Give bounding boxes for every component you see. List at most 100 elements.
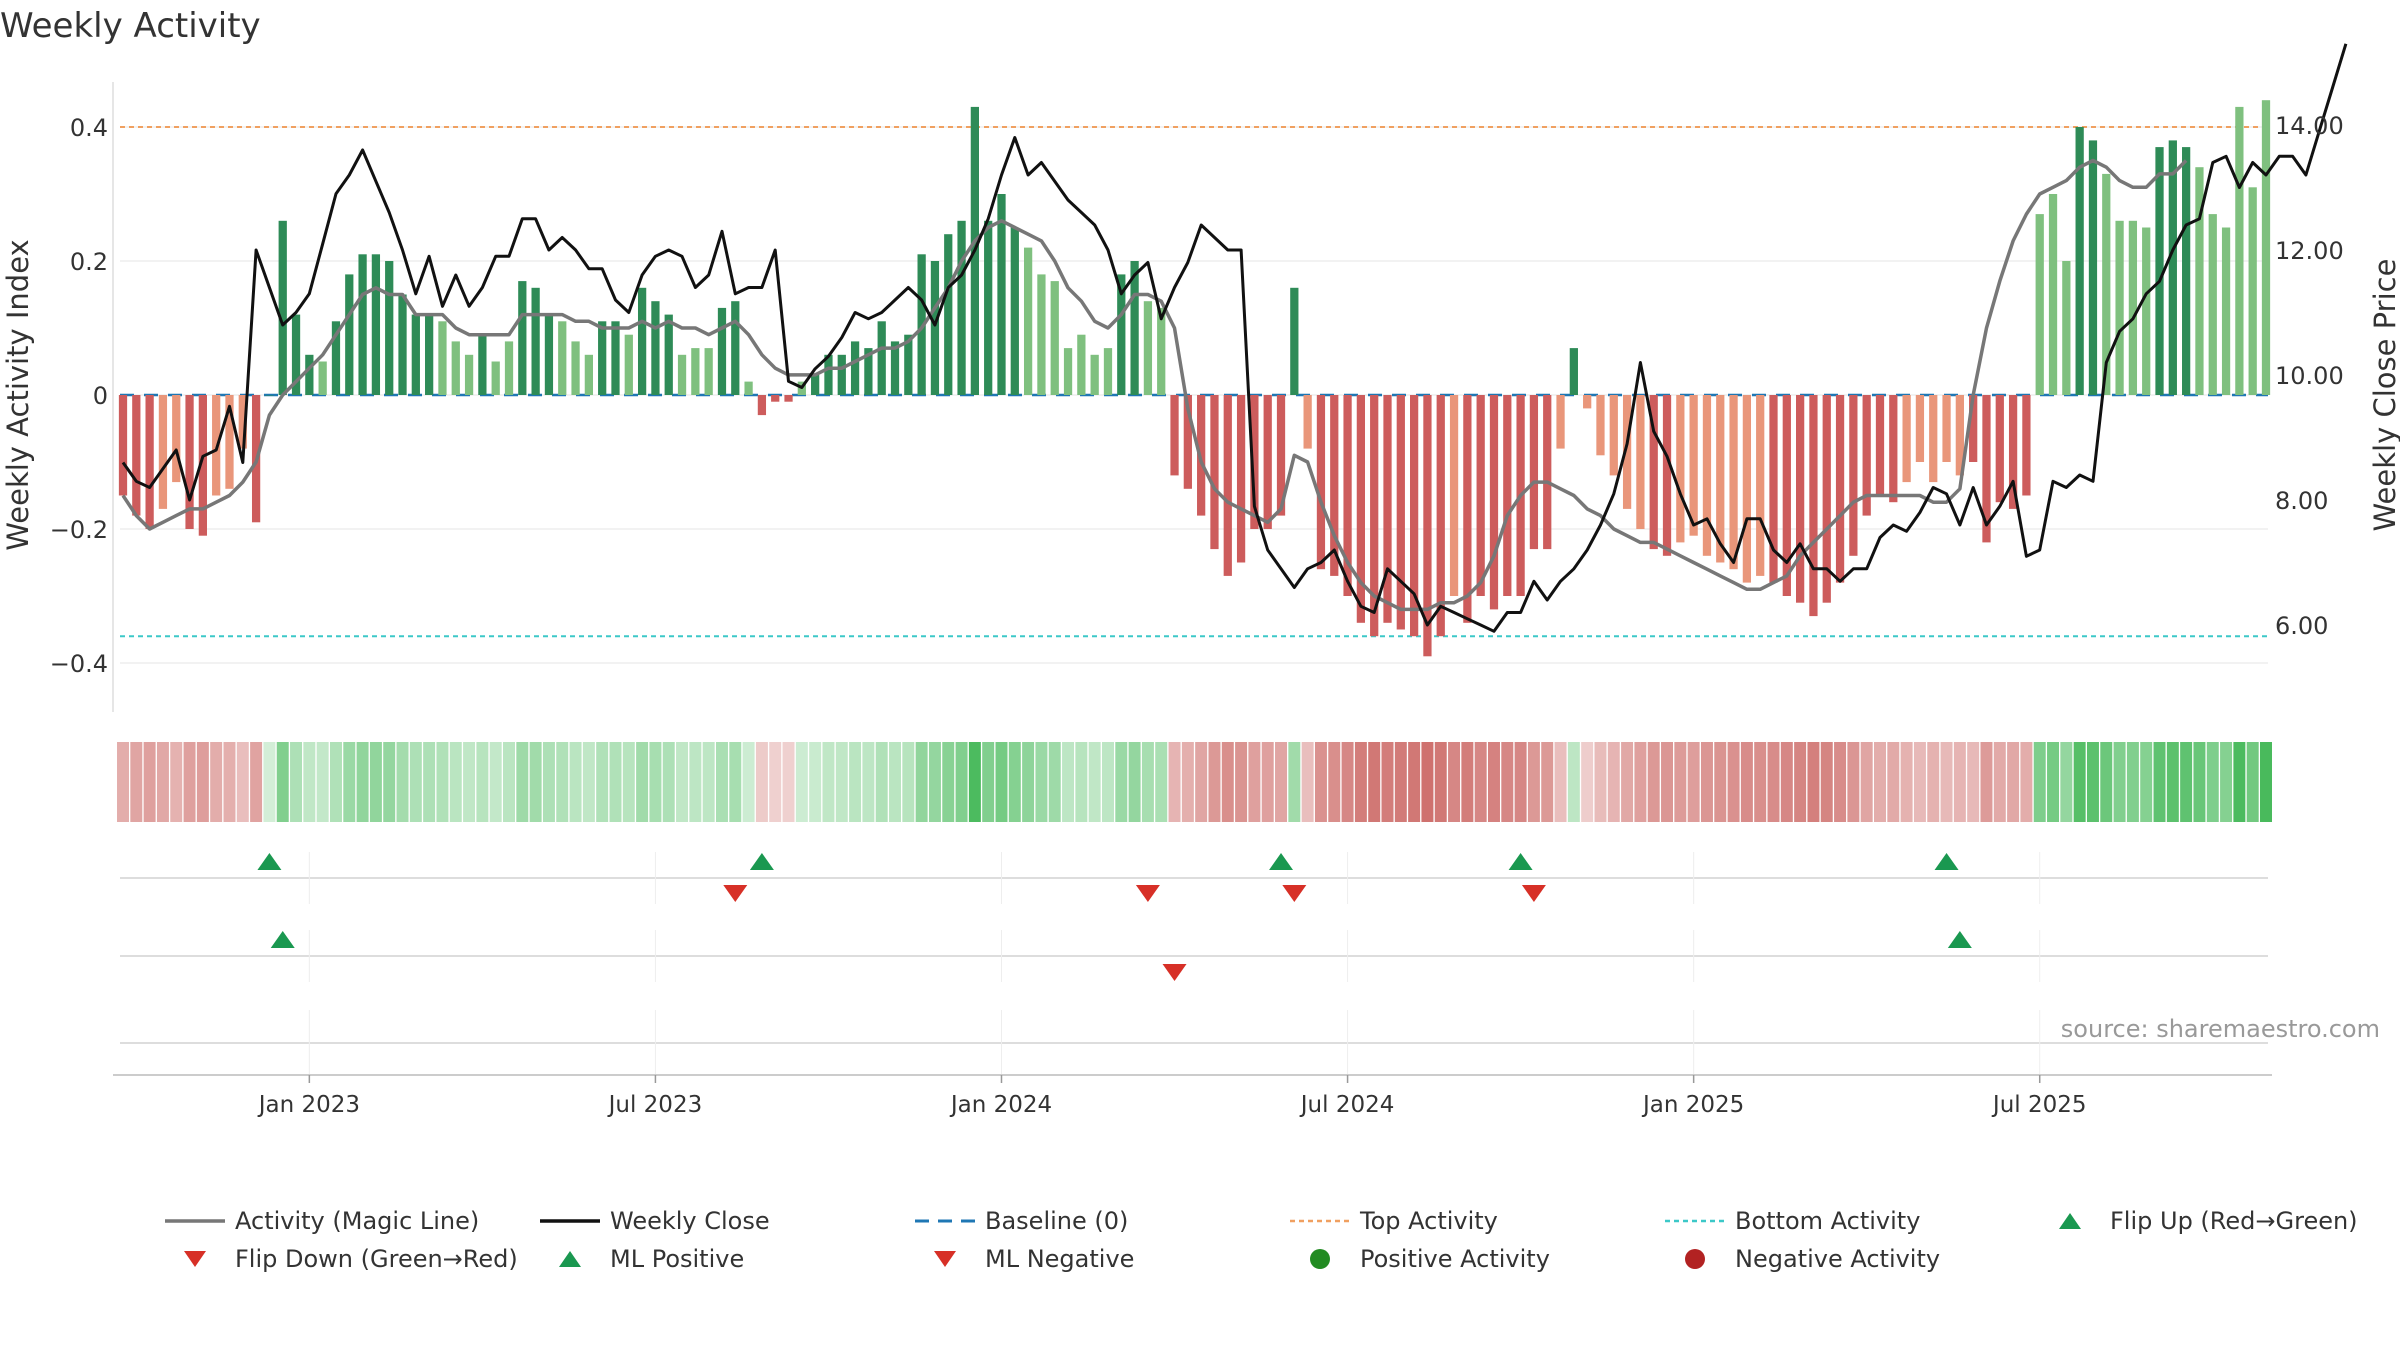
activity-bar (997, 194, 1006, 395)
activity-bar (2062, 261, 2071, 395)
flip-up-marker-icon (1934, 853, 1959, 870)
heat-cell (1621, 742, 1634, 822)
activity-bar (784, 395, 793, 402)
heat-cell (156, 742, 169, 822)
activity-bar (1183, 395, 1192, 489)
heat-cell (329, 742, 342, 822)
activity-bar (118, 395, 128, 496)
heat-cell (276, 742, 289, 822)
y-axis-label: Weekly Activity Index (1, 239, 35, 550)
activity-bar (1942, 395, 1951, 462)
heat-cell (1075, 742, 1088, 822)
activity-bar (1849, 395, 1858, 556)
activity-bar (1143, 301, 1153, 395)
activity-bar (531, 287, 540, 395)
heat-cell (769, 742, 782, 822)
activity-bar (358, 254, 367, 395)
activity-bar (1662, 395, 1672, 556)
ml-positive-marker-icon (270, 931, 295, 948)
activity-bar (238, 395, 247, 449)
activity-bar (2115, 220, 2124, 395)
heat-cell (130, 742, 143, 822)
activity-bar (1210, 395, 1219, 550)
activity-bar (2208, 214, 2217, 395)
x-tick-label: Jul 2025 (1991, 1092, 2087, 1118)
activity-bar (771, 395, 780, 402)
activity-bar (1463, 395, 1472, 623)
heat-cell (1780, 742, 1793, 822)
heat-cell (1993, 742, 2006, 822)
heat-cell (383, 742, 396, 822)
activity-bar (331, 321, 341, 395)
heat-cell (2100, 742, 2113, 822)
heat-cell (290, 742, 303, 822)
heat-cell (1408, 742, 1421, 822)
heat-cell (1767, 742, 1780, 822)
legend-label: Top Activity (1360, 1207, 1498, 1235)
legend-item-top-activity: Top Activity (1290, 1207, 1498, 1235)
activity-bar (744, 381, 753, 395)
legend-label: Baseline (0) (985, 1207, 1129, 1235)
heat-cell (2166, 742, 2179, 822)
top-activity-swatch-icon (1290, 1211, 1350, 1231)
heat-cell (1953, 742, 1966, 822)
heat-cell (755, 742, 768, 822)
heat-cell (982, 742, 995, 822)
legend-label: Flip Up (Red→Green) (2110, 1207, 2358, 1235)
heat-cell (1714, 742, 1727, 822)
activity-bar (2088, 140, 2098, 395)
heat-cell (1860, 742, 1873, 822)
legend-label: Activity (Magic Line) (235, 1207, 480, 1235)
activity-bar (1556, 395, 1565, 449)
activity-bar (1037, 274, 1046, 395)
activity-bar (691, 348, 700, 395)
heat-cell (1434, 742, 1447, 822)
legend-item-negative-activity: Negative Activity (1665, 1245, 1940, 1273)
activity-bar (2102, 173, 2111, 395)
heat-cell (622, 742, 635, 822)
heat-cell (210, 742, 223, 822)
activity-bar (464, 354, 474, 395)
activity-bar (558, 321, 567, 395)
y-tick-label: 0.2 (70, 248, 108, 276)
activity-bar (1809, 395, 1818, 617)
activity-bar (1077, 334, 1086, 395)
y-tick-label: 0 (93, 382, 108, 410)
heat-cell (1141, 742, 1154, 822)
legend-item-magic-line: Activity (Magic Line) (165, 1207, 479, 1235)
legend-item-flip-up: Flip Up (Red→Green) (2040, 1207, 2358, 1235)
heat-cell (1022, 742, 1035, 822)
activity-bar (398, 294, 407, 395)
y2-tick-label: 10.00 (2275, 362, 2344, 390)
activity-bar (185, 395, 194, 529)
activity-bar (1316, 395, 1326, 570)
heat-cell (715, 742, 728, 822)
activity-bar (1223, 395, 1232, 576)
activity-bar (2035, 214, 2044, 395)
heat-cell (409, 742, 422, 822)
activity-bar (1157, 307, 1166, 395)
activity-bar (1236, 395, 1246, 563)
heat-cell (1927, 742, 1940, 822)
flip-down-triangle-icon (165, 1249, 225, 1269)
heat-cell (1674, 742, 1687, 822)
x-tick-label: Jan 2023 (257, 1092, 360, 1118)
heat-cell (236, 742, 249, 822)
activity-bar (2022, 395, 2031, 496)
heat-cell (1847, 742, 1860, 822)
activity-bar (2128, 220, 2138, 395)
flip-up-marker-icon (1508, 853, 1533, 870)
heat-cell (2047, 742, 2060, 822)
heat-cell (423, 742, 436, 822)
heat-cell (556, 742, 569, 822)
heat-cell (1275, 742, 1288, 822)
heat-cell (1967, 742, 1980, 822)
heat-cell (822, 742, 835, 822)
heat-cell (1195, 742, 1208, 822)
weekly-close-series (121, 43, 2348, 633)
activity-bar (930, 261, 940, 395)
heat-cell (1887, 742, 1900, 822)
activity-bar (1702, 395, 1712, 556)
activity-bar (1449, 395, 1459, 596)
activity-bar (1609, 395, 1618, 476)
